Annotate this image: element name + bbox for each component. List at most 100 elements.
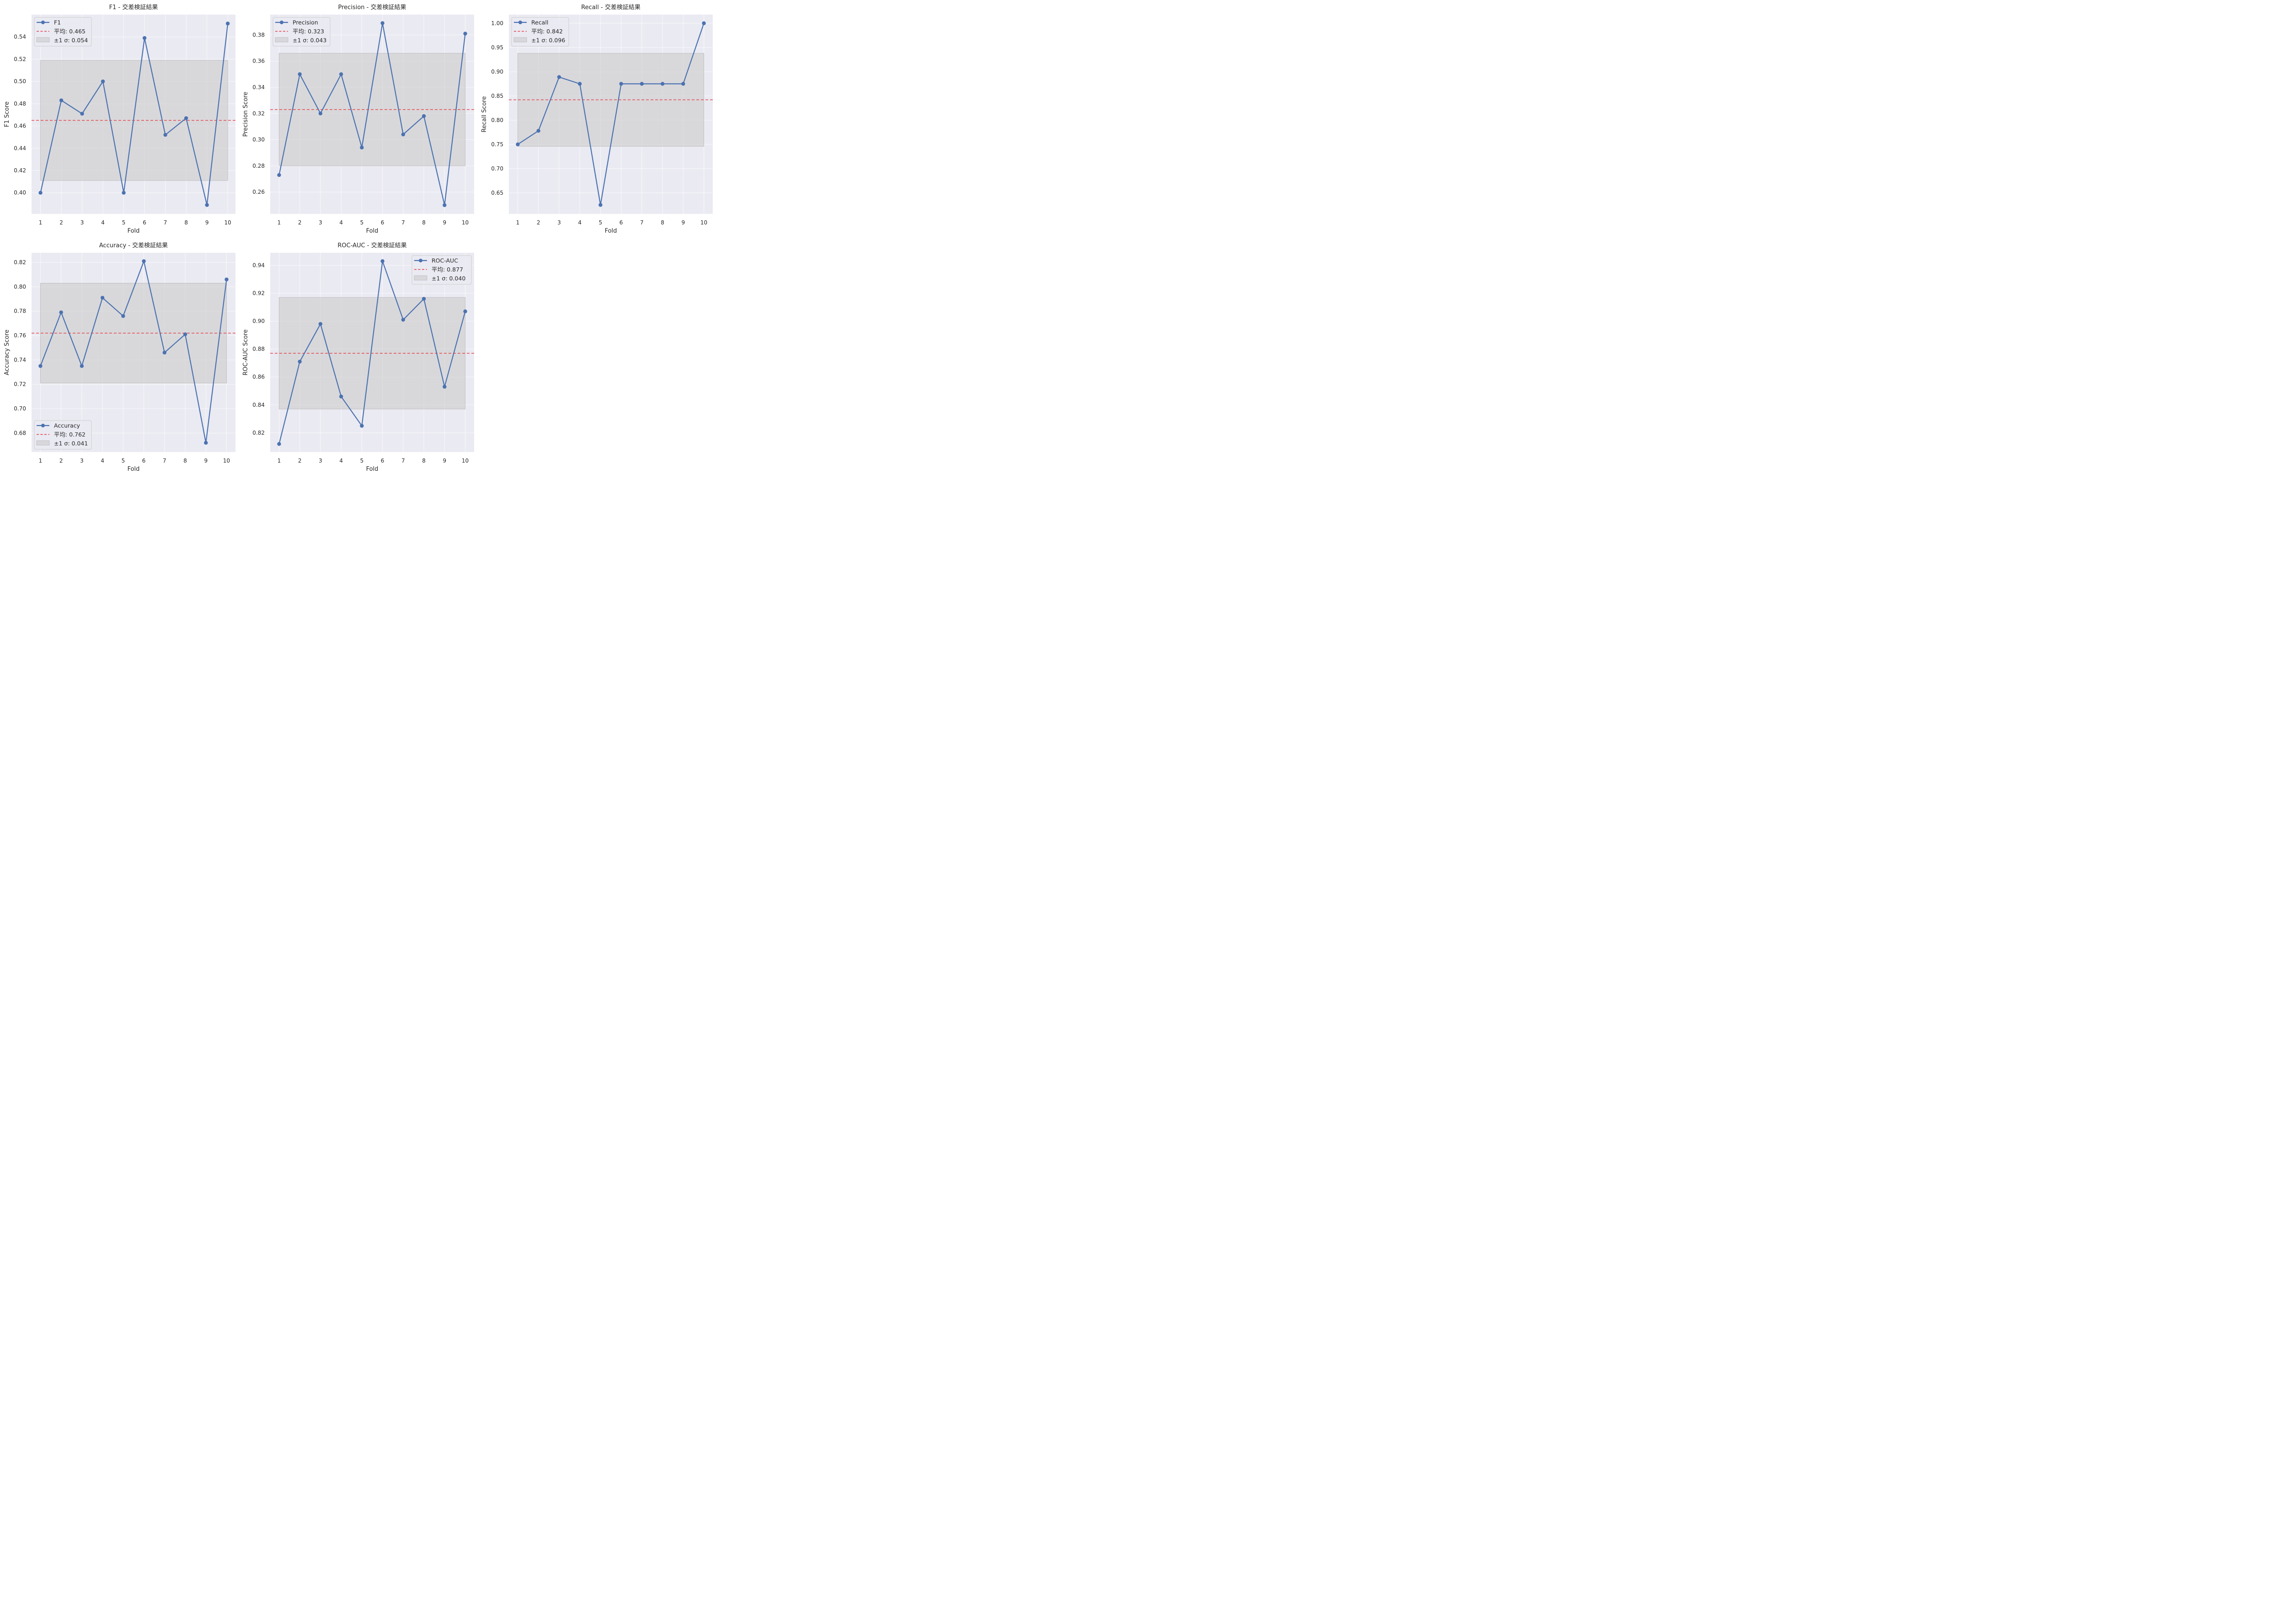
y-axis-label: Accuracy Score <box>4 330 11 375</box>
y-tick-label: 0.76 <box>14 332 26 339</box>
data-point-fold-9 <box>443 384 447 389</box>
x-axis-label: Fold <box>366 228 379 234</box>
data-point-fold-10 <box>225 21 230 26</box>
data-point-fold-1 <box>38 191 43 195</box>
x-tick-label: 1 <box>39 458 43 464</box>
y-tick-label: 0.86 <box>252 374 265 380</box>
x-tick-label: 5 <box>122 219 126 226</box>
x-tick-label: 10 <box>223 458 230 464</box>
x-tick-label: 1 <box>278 458 281 464</box>
y-tick-label: 0.68 <box>14 430 26 436</box>
y-tick-label: 0.32 <box>252 110 265 117</box>
data-point-fold-5 <box>121 314 125 318</box>
legend-band-swatch <box>414 275 427 281</box>
data-point-fold-3 <box>80 364 84 368</box>
data-point-fold-9 <box>204 441 208 445</box>
data-point-fold-6 <box>380 259 385 263</box>
x-tick-label: 9 <box>443 219 446 226</box>
legend-label-mean: 平均: 0.877 <box>432 266 463 273</box>
chart-panel-precision: 0.26 0.28 0.30 0.32 0.34 0.36 0.38 1 2 3 4 5 6 7 8 9 10 P… <box>242 4 474 234</box>
y-tick-label: 0.48 <box>14 101 26 107</box>
legend-band-swatch <box>513 37 527 43</box>
x-tick-label: 3 <box>80 219 84 226</box>
x-tick-label: 2 <box>298 219 302 226</box>
series-line <box>517 23 705 206</box>
data-point-fold-3 <box>318 322 323 326</box>
x-tick-label: 5 <box>360 219 364 226</box>
series-line <box>278 261 466 444</box>
x-tick-label: 5 <box>599 219 603 226</box>
y-tick-label: 0.54 <box>14 34 26 40</box>
legend-label-mean: 平均: 0.762 <box>54 431 85 438</box>
x-tick-label: 2 <box>298 458 302 464</box>
legend-label-series: F1 <box>54 19 61 26</box>
data-point-fold-5 <box>598 203 603 207</box>
data-point-fold-6 <box>619 82 623 86</box>
legend-marker-icon <box>41 21 45 24</box>
data-point-fold-8 <box>422 114 426 118</box>
data-point-fold-10 <box>702 21 706 26</box>
chart-panel-f1: 0.40 0.42 0.44 0.46 0.48 0.50 0.52 0.54 1 2 3 4 5 6 7 8… <box>4 4 235 234</box>
data-point-fold-9 <box>681 82 685 86</box>
y-tick-label: 0.36 <box>252 58 265 64</box>
data-point-fold-5 <box>360 145 364 149</box>
chart-panel-recall: 0.65 0.70 0.75 0.80 0.85 0.90 0.95 1.00 1 2 3 4 5 6 7 8… <box>481 4 713 234</box>
x-tick-label: 10 <box>224 219 231 226</box>
y-tick-label: 0.30 <box>252 137 265 143</box>
x-tick-label: 4 <box>101 219 105 226</box>
x-tick-label: 7 <box>401 458 405 464</box>
data-point-fold-1 <box>516 142 520 147</box>
legend: ROC-AUC 平均: 0.877 ±1 σ: 0.040 <box>411 255 472 285</box>
x-tick-label: 3 <box>557 219 561 226</box>
y-tick-label: 0.34 <box>252 84 265 91</box>
legend-label-mean: 平均: 0.842 <box>531 28 563 35</box>
data-point-fold-7 <box>401 318 406 322</box>
x-tick-label: 5 <box>360 458 364 464</box>
y-tick-label: 0.50 <box>14 78 26 85</box>
y-tick-label: 0.26 <box>252 189 265 195</box>
data-point-fold-8 <box>183 332 187 336</box>
x-tick-label: 6 <box>142 458 146 464</box>
data-point-fold-7 <box>162 351 167 355</box>
x-tick-label: 9 <box>681 219 685 226</box>
x-tick-label: 6 <box>620 219 623 226</box>
x-tick-label: 7 <box>401 219 405 226</box>
data-point-fold-4 <box>101 79 105 84</box>
chart-panel-roc-auc: 0.82 0.84 0.86 0.88 0.90 0.92 0.94 1 2 3 4 5 6 7 8 9 10 R… <box>242 242 474 473</box>
x-tick-label: 4 <box>578 219 582 226</box>
x-tick-label: 3 <box>319 219 322 226</box>
data-point-fold-1 <box>38 364 43 368</box>
x-axis-label: Fold <box>128 466 140 473</box>
y-tick-label: 0.85 <box>491 93 503 99</box>
data-point-fold-7 <box>163 133 167 137</box>
y-tick-label: 0.95 <box>491 44 503 51</box>
y-tick-label: 0.92 <box>252 290 265 297</box>
x-tick-label: 4 <box>339 219 343 226</box>
y-tick-label: 1.00 <box>491 20 503 27</box>
y-tick-label: 0.70 <box>491 165 503 172</box>
y-axis-label: ROC-AUC Score <box>242 330 249 376</box>
data-point-fold-10 <box>463 309 467 314</box>
x-tick-label: 2 <box>59 219 63 226</box>
chart-panel-accuracy: 0.68 0.70 0.72 0.74 0.76 0.78 0.80 0.82 1 2 3 4 5 6 7 8… <box>4 242 235 473</box>
legend-band-swatch <box>275 37 288 43</box>
cv-results-figure: 0.40 0.42 0.44 0.46 0.48 0.50 0.52 0.54 1 2 3 4 5 6 7 8… <box>4 4 713 473</box>
x-tick-label: 3 <box>319 458 322 464</box>
x-tick-label: 2 <box>537 219 540 226</box>
data-point-fold-7 <box>640 82 644 86</box>
data-point-fold-4 <box>339 72 343 76</box>
y-tick-label: 0.42 <box>14 167 26 174</box>
x-tick-label: 8 <box>422 458 426 464</box>
x-tick-label: 7 <box>163 458 166 464</box>
data-point-fold-2 <box>298 72 302 76</box>
legend-label-std: ±1 σ: 0.040 <box>432 275 465 282</box>
chart-title: Recall - 交差検証結果 <box>581 4 641 11</box>
y-tick-label: 0.38 <box>252 32 265 38</box>
y-axis-label: F1 Score <box>4 101 11 127</box>
data-point-fold-1 <box>277 442 281 446</box>
y-tick-label: 0.82 <box>252 430 265 436</box>
legend: Recall 平均: 0.842 ±1 σ: 0.096 <box>511 17 569 47</box>
x-tick-label: 10 <box>462 458 469 464</box>
legend-marker-icon <box>280 21 283 24</box>
y-tick-label: 0.65 <box>491 190 503 196</box>
